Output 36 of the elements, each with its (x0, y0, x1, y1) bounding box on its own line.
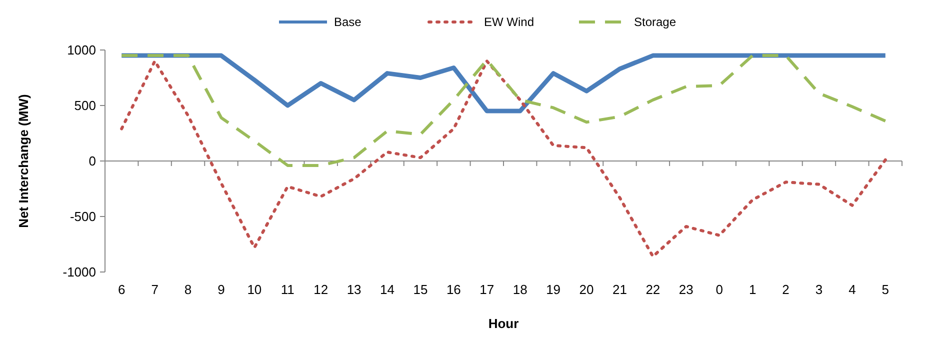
x-tick-label: 20 (579, 282, 594, 297)
x-tick-label: 6 (118, 282, 126, 297)
x-tick-label: 9 (218, 282, 225, 297)
x-tick-label: 21 (612, 282, 627, 297)
legend-label: Storage (634, 15, 676, 30)
line-series (120, 54, 887, 167)
x-tick-label: 12 (314, 282, 328, 297)
x-tick-label: 22 (646, 282, 660, 297)
x-tick-label: 10 (247, 282, 262, 297)
line-series (120, 60, 887, 258)
x-tick-label: 7 (151, 282, 158, 297)
x-axis-title: Hour (488, 316, 519, 331)
x-tick-label: 5 (882, 282, 890, 297)
x-tick-label: 8 (184, 282, 192, 297)
x-tick-label: 15 (413, 282, 428, 297)
y-tick-label: -500 (70, 209, 96, 224)
x-tick-label: 23 (678, 282, 694, 297)
x-tick-label: 3 (815, 282, 823, 297)
x-tick-label: 14 (380, 282, 395, 297)
legend-label: EW Wind (484, 15, 534, 30)
x-tick-label: 11 (280, 282, 294, 297)
y-tick-label: -1000 (62, 264, 96, 280)
x-tick-label: 16 (446, 282, 461, 297)
x-tick-label: 4 (848, 282, 856, 297)
x-tick-label: 13 (346, 282, 362, 297)
y-tick-label: 1000 (67, 42, 96, 58)
x-tick-label: 19 (546, 282, 561, 297)
x-tick-label: 17 (480, 282, 494, 297)
x-tick-label: 0 (716, 282, 723, 297)
y-tick-label: 500 (74, 98, 96, 114)
legend-label: Base (334, 15, 362, 30)
y-axis-title: Net Interchange (MW) (16, 94, 31, 228)
x-tick-label: 18 (512, 282, 528, 297)
y-tick-label: 0 (88, 154, 96, 169)
x-tick-label: 1 (748, 282, 756, 297)
x-tick-label: 2 (782, 282, 790, 297)
